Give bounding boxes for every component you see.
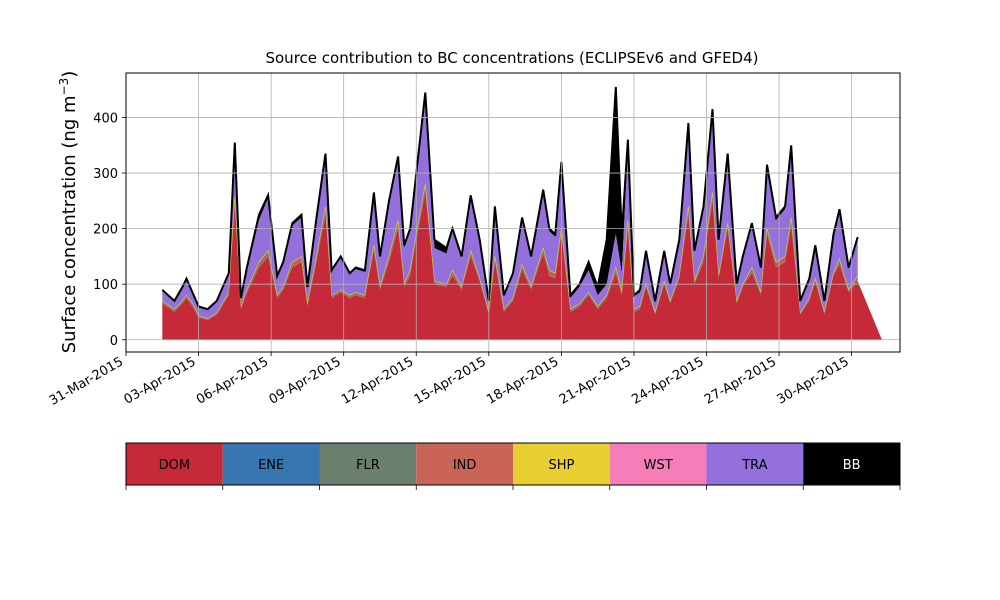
x-tick-label: 24-Apr-2015: [629, 354, 706, 407]
legend-label-ind: IND: [453, 458, 477, 473]
y-tick-label: 300: [93, 167, 118, 182]
series-line-shp: [162, 184, 859, 320]
series-area-dom: [162, 192, 882, 340]
legend-swatch-wst: [609, 443, 707, 485]
legend-swatch-ene: [222, 443, 320, 485]
legend-frame: [125, 442, 901, 486]
x-tick-label: 12-Apr-2015: [339, 354, 416, 407]
x-tick-label: 30-Apr-2015: [775, 354, 852, 407]
legend-swatch-bb: [803, 443, 900, 485]
source-legend: DOM ENE FLR IND SHP WST TRA BB: [125, 442, 901, 490]
legend-swatch-shp: [513, 443, 610, 485]
x-tick-label: 18-Apr-2015: [484, 354, 561, 407]
legend-swatch-ind: [416, 443, 513, 485]
x-tick-label: 27-Apr-2015: [702, 354, 779, 407]
legend-label-tra: TRA: [741, 458, 767, 473]
y-tick-label: 400: [93, 111, 118, 126]
chart-title: Source contribution to BC concentrations…: [265, 49, 758, 67]
x-tick-label: 31-Mar-2015: [47, 354, 126, 408]
x-tick-label: 03-Apr-2015: [121, 354, 198, 407]
legend-swatch-dom: [126, 443, 223, 485]
legend-label-wst: WST: [644, 458, 673, 473]
plot-frame: [125, 72, 901, 353]
y-tick-label: 200: [93, 223, 118, 238]
x-tick-label: 21-Apr-2015: [557, 354, 634, 407]
y-axis-label: Surface concentration (ng m−3): [57, 71, 80, 354]
legend-label-bb: BB: [843, 458, 861, 473]
y-tick-label: 0: [110, 334, 118, 349]
legend-swatch-tra: [706, 443, 804, 485]
y-tick-label: 100: [93, 278, 118, 293]
plot-area: 0 100 200 300 400 31-Mar-201503-Apr-201506-Ap…: [47, 72, 901, 409]
legend-label-dom: DOM: [159, 458, 190, 473]
legend-label-shp: SHP: [548, 458, 574, 473]
x-tick-label: 15-Apr-2015: [412, 354, 489, 407]
x-tick-label: 09-Apr-2015: [267, 354, 344, 407]
legend-label-flr: FLR: [356, 458, 380, 473]
legend-label-ene: ENE: [258, 458, 284, 473]
x-tick-label: 06-Apr-2015: [194, 354, 271, 407]
series-line-total: [161, 86, 859, 311]
legend-swatch-flr: [319, 443, 417, 485]
